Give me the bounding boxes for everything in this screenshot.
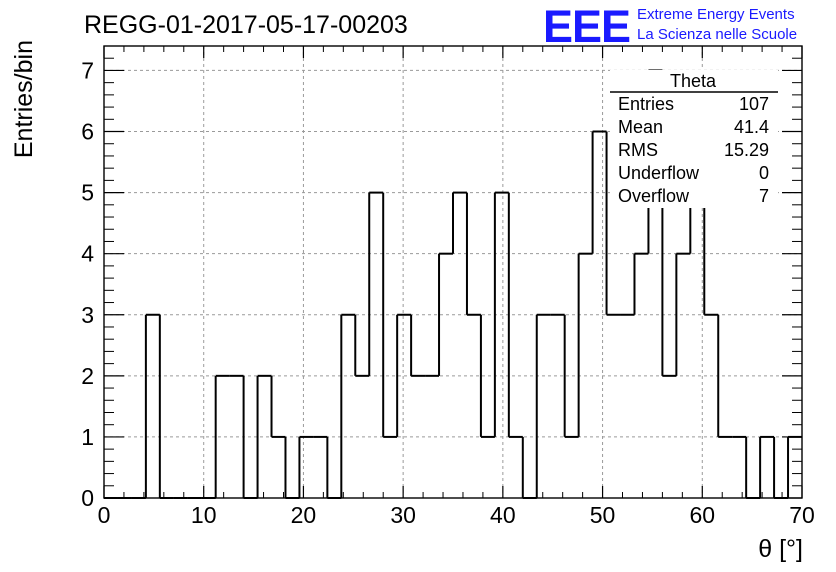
stats-row-value: 15.29 <box>724 140 769 160</box>
y-tick-label: 5 <box>81 180 94 206</box>
stats-row-value: 41.4 <box>734 117 769 137</box>
y-tick-label: 4 <box>81 241 94 267</box>
y-tick-label: 0 <box>81 485 94 511</box>
y-tick-label: 6 <box>81 119 94 145</box>
eee-logo: EEE Extreme Energy Events La Scienza nel… <box>543 1 797 52</box>
stats-row-label: RMS <box>618 140 658 160</box>
y-tick-label: 2 <box>81 363 94 389</box>
x-tick-label: 10 <box>191 502 217 528</box>
stats-row-label: Underflow <box>618 163 700 183</box>
eee-logo-line2: La Scienza nelle Scuole <box>637 26 797 43</box>
y-tick-label: 1 <box>81 424 94 450</box>
stats-box: Theta Entries 107 Mean 41.4 RMS 15.29 Underflo… <box>610 70 778 208</box>
stats-title: Theta <box>670 71 717 91</box>
x-tick-label: 70 <box>789 502 815 528</box>
stats-row-label: Mean <box>618 117 663 137</box>
y-tick-label: 3 <box>81 302 94 328</box>
stats-row-label: Overflow <box>618 186 690 206</box>
stats-row-label: Entries <box>618 94 674 114</box>
eee-logo-letters: EEE <box>543 1 630 52</box>
x-tick-label: 50 <box>590 502 616 528</box>
eee-logo-line1: Extreme Energy Events <box>637 6 795 23</box>
y-tick-label: 7 <box>81 57 94 83</box>
stats-row-value: 107 <box>739 94 769 114</box>
x-tick-label: 30 <box>390 502 416 528</box>
stats-row-value: 0 <box>759 163 769 183</box>
y-axis-label: Entries/bin <box>10 40 38 158</box>
x-tick-label: 0 <box>98 502 111 528</box>
x-tick-label: 20 <box>291 502 317 528</box>
plot-frame <box>103 45 803 499</box>
axis-ticks <box>103 45 803 499</box>
x-tick-label: 60 <box>689 502 715 528</box>
stats-rows: Entries 107 Mean 41.4 RMS 15.29 Underflow 0 Over… <box>618 94 769 206</box>
x-axis-label: θ [°] <box>758 535 803 563</box>
stats-row-value: 7 <box>759 186 769 206</box>
x-tick-label: 40 <box>490 502 516 528</box>
chart-title: REGG-01-2017-05-17-00203 <box>84 11 408 39</box>
